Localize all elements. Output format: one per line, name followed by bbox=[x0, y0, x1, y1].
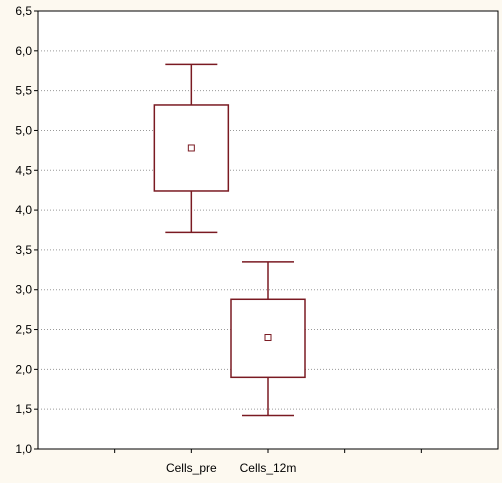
y-tick-label: 5,5 bbox=[15, 84, 32, 98]
y-axis-labels: 1,0 1,5 2,0 2,5 3,0 3,5 4,0 4,5 5,0 5,5 6,0 6,5 bbox=[15, 4, 32, 456]
mean-marker bbox=[264, 334, 272, 342]
mean-marker bbox=[187, 144, 195, 152]
box-cells-pre bbox=[153, 63, 230, 234]
x-category-label: Cells_pre bbox=[166, 461, 217, 475]
y-tick-label: 4,5 bbox=[15, 163, 32, 177]
y-tick-label: 6,5 bbox=[15, 4, 32, 18]
y-tick-label: 3,0 bbox=[15, 283, 32, 297]
x-category-label: Cells_12m bbox=[240, 461, 297, 475]
y-tick-label: 3,5 bbox=[15, 243, 32, 257]
x-axis-labels: Cells_pre Cells_12m bbox=[166, 461, 296, 475]
boxes bbox=[153, 63, 306, 417]
axis-ticks bbox=[34, 10, 422, 453]
y-tick-label: 4,0 bbox=[15, 203, 32, 217]
box-cells-12m bbox=[230, 261, 306, 417]
y-tick-label: 6,0 bbox=[15, 44, 32, 58]
y-tick-label: 1,5 bbox=[15, 402, 32, 416]
y-tick-label: 2,5 bbox=[15, 323, 32, 337]
y-tick-label: 5,0 bbox=[15, 123, 32, 137]
y-tick-label: 2,0 bbox=[15, 362, 32, 376]
y-tick-label: 1,0 bbox=[15, 442, 32, 456]
